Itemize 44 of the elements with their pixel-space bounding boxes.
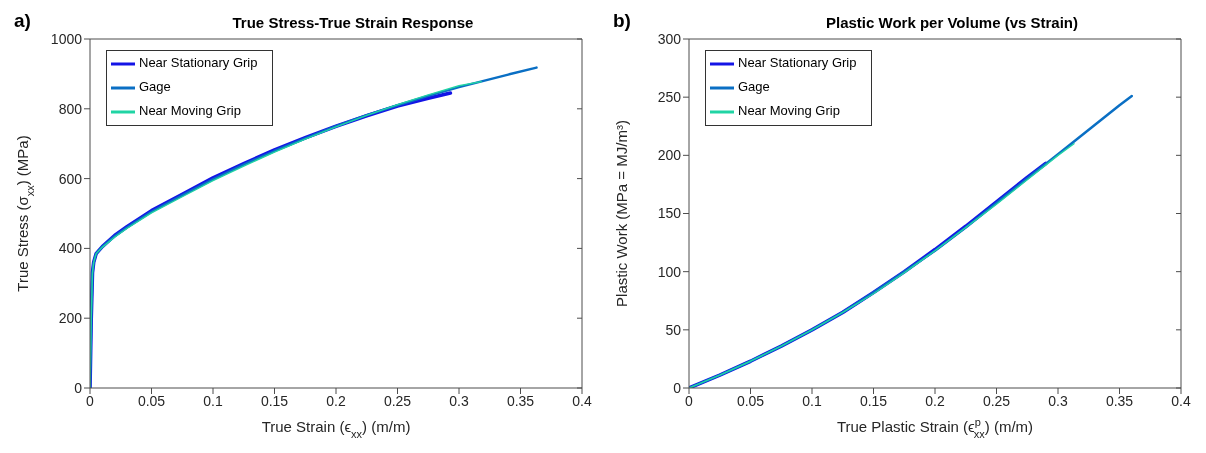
chart-title: True Stress-True Strain Response [231,14,475,31]
chart-title: Plastic Work per Volume (vs Strain) [825,14,1079,31]
x-tick-label: 0.2 [925,392,945,409]
x-tick-label: 0.05 [137,392,166,409]
text: a) [14,10,31,32]
x-tick-label: 0.1 [802,392,822,409]
y-tick-label: 300 [657,30,682,47]
y-tick-label: 0 [74,379,83,396]
legend-label: Near Moving Grip [139,103,241,119]
text: b) [613,10,631,32]
legend-label: Near Stationary Grip [139,55,258,71]
x-tick-label: 0.25 [383,392,412,409]
x-tick-label: 0.25 [982,392,1011,409]
legend-label: Gage [738,79,770,95]
y-tick-label: 50 [665,321,682,338]
x-tick-label: 0.4 [1171,392,1191,409]
x-tick-label: 0.4 [572,392,592,409]
x-tick-label: 0.15 [859,392,888,409]
y-tick-label: 100 [657,263,682,280]
x-tick-label: 0.35 [506,392,535,409]
y-tick-label: 200 [58,310,83,327]
x-tick-label: 0 [685,392,694,409]
y-tick-label: 200 [657,147,682,164]
y-tick-label: 600 [58,170,83,187]
x-tick-label: 0.1 [203,392,223,409]
x-tick-label: 0.15 [260,392,289,409]
y-tick-label: 250 [657,89,682,106]
legend-label: Near Moving Grip [738,103,840,119]
legend-label: Near Stationary Grip [738,55,857,71]
x-tick-label: 0 [86,392,95,409]
x-tick-label: 0.2 [326,392,346,409]
y-tick-label: 800 [58,100,83,117]
y-tick-label: 1000 [50,30,83,47]
legend-label: Gage [139,79,171,95]
x-tick-label: 0.3 [449,392,469,409]
x-tick-label: 0.35 [1105,392,1134,409]
y-tick-label: 150 [657,205,682,222]
y-axis-title: Plastic Work (MPa = MJ/m³) [613,120,630,307]
x-tick-label: 0.3 [1048,392,1068,409]
x-tick-label: 0.05 [736,392,765,409]
y-tick-label: 0 [673,379,682,396]
x-axis-title: True Plastic Strain (ϵ$^{p}$$_{xx}$) (m/m) [836,416,1034,440]
x-axis-title: True Strain (ϵ$_{xx}$) (m/m) [261,418,411,440]
y-tick-label: 400 [58,240,83,257]
